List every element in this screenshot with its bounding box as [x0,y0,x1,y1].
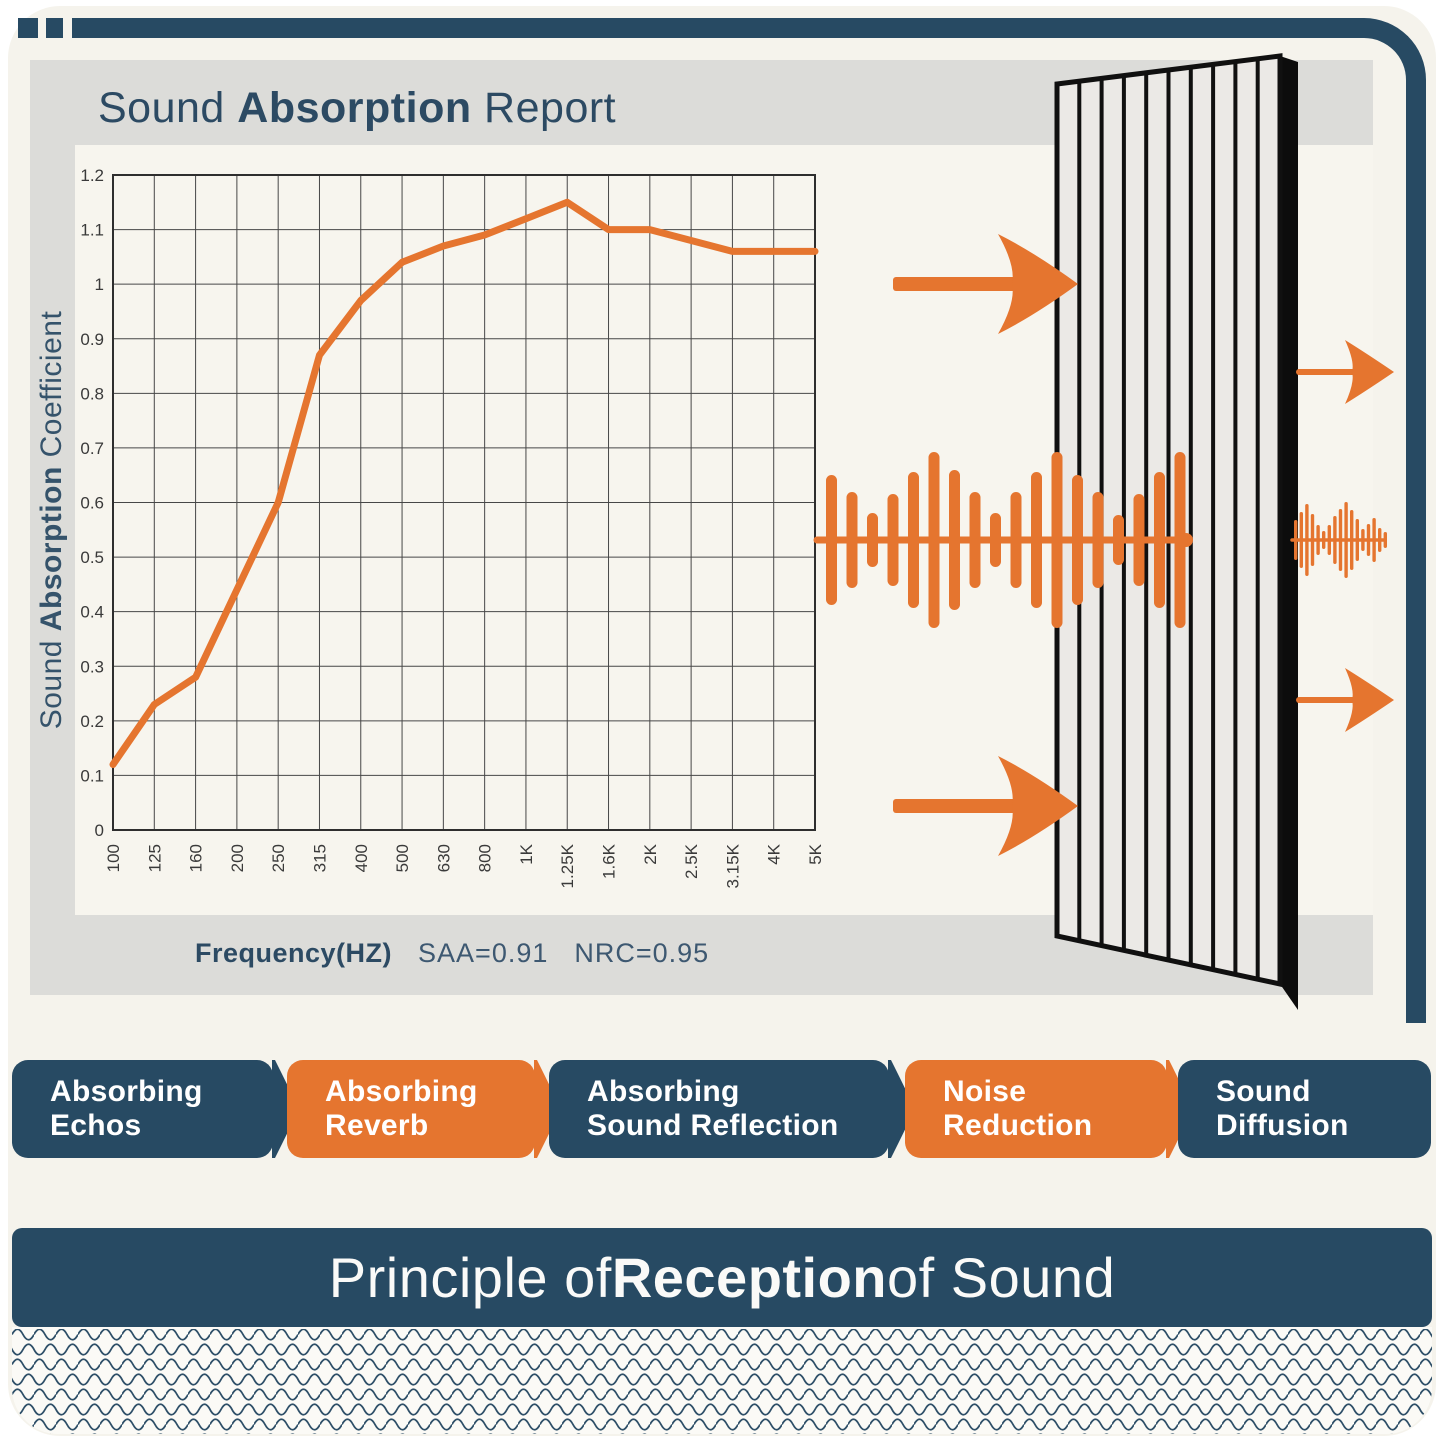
x-axis-title: Frequency(HZ) [195,938,393,968]
svg-text:160: 160 [187,844,206,872]
feature-banner-absorbing-echos: Absorbing Echos [12,1060,298,1158]
frame-dash-square-1 [18,18,38,38]
feature-banner-sound-diffusion: Sound Diffusion [1178,1060,1431,1158]
nrc-value: NRC=0.95 [574,938,710,968]
svg-text:3.15K: 3.15K [723,843,742,888]
report-title-post: Report [471,84,617,132]
zigzag-wave-pattern-icon [12,1329,1432,1434]
frame-dash-square-2 [46,18,63,38]
feature-banner-absorbing-sound-reflection: Absorbing Sound Reflection [549,1060,914,1158]
svg-text:0.6: 0.6 [80,494,104,513]
svg-text:4K: 4K [765,843,784,864]
svg-text:0.3: 0.3 [80,657,104,676]
feature-banner-absorbing-reverb: Absorbing Reverb [287,1060,560,1158]
svg-text:125: 125 [145,844,164,872]
saa-value: SAA=0.91 [418,938,549,968]
svg-text:1: 1 [95,275,104,294]
svg-text:0.4: 0.4 [80,603,104,622]
svg-text:0.5: 0.5 [80,548,104,567]
svg-text:2K: 2K [641,843,660,864]
svg-text:250: 250 [269,844,288,872]
svg-text:400: 400 [352,844,371,872]
svg-text:0.9: 0.9 [80,330,104,349]
svg-text:200: 200 [228,844,247,872]
svg-text:1.2: 1.2 [80,166,104,185]
svg-text:0: 0 [95,821,104,840]
svg-text:315: 315 [310,844,329,872]
report-title-pre: Sound [98,84,238,132]
report-title-bold: Absorption [237,84,472,132]
frame-border [72,18,1426,1023]
svg-text:5K: 5K [806,843,825,864]
svg-text:630: 630 [434,844,453,872]
absorption-line-chart: 0 0.1 0.2 0.3 0.4 0.5 0.6 0.7 0.8 0.9 1 1.1 1.2 100 12… [80,166,825,888]
chevron-tip-icon [534,1060,560,1158]
footer-title-banner: Principle of Reception of Sound [12,1228,1432,1327]
svg-text:1.25K: 1.25K [558,843,577,888]
svg-text:0.8: 0.8 [80,384,104,403]
y-axis-title: Sound Absorption Coefficient [35,310,68,730]
report-title: Sound Absorption Report [98,84,616,133]
feature-banner-noise-reduction: Noise Reduction [905,1060,1192,1158]
svg-text:500: 500 [393,844,412,872]
svg-text:0.2: 0.2 [80,712,104,731]
svg-text:0.1: 0.1 [80,766,104,785]
svg-text:0.7: 0.7 [80,439,104,458]
svg-text:800: 800 [476,844,495,872]
svg-text:1K: 1K [517,843,536,864]
chart-footer-stats: Frequency(HZ) SAA=0.91 NRC=0.95 [195,938,709,969]
svg-text:100: 100 [104,844,123,872]
chevron-tip-icon [272,1060,298,1158]
zigzag-wave-pattern-band [12,1327,1432,1434]
svg-text:1.6K: 1.6K [600,843,619,879]
chevron-tip-icon [888,1060,914,1158]
svg-text:2.5K: 2.5K [682,843,701,879]
svg-text:1.1: 1.1 [80,221,104,240]
